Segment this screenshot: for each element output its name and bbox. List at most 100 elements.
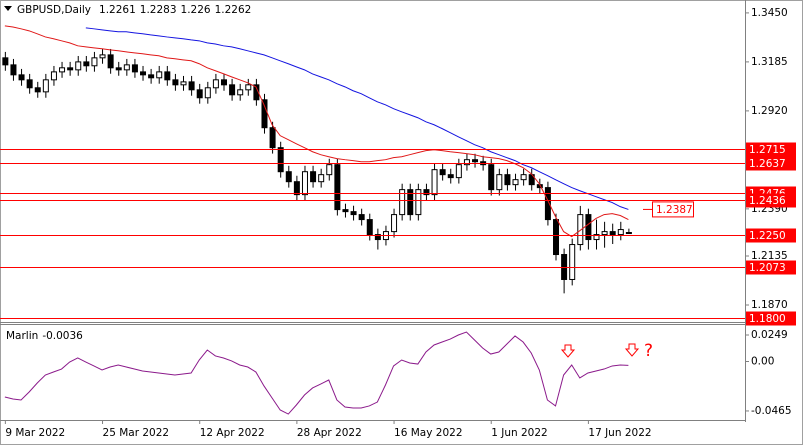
candle-body [59,67,66,73]
candle-body [42,79,49,93]
y-tick-label: 1.3185 [751,56,788,68]
candle-body [107,54,114,69]
menu-triangle [4,6,12,11]
candle-body [455,164,462,179]
candle-body [123,64,130,71]
level-label: 1.1800 [749,313,786,325]
level-label-box [746,228,796,243]
x-tick-label: 9 Mar 2022 [5,427,65,439]
candle-body [99,54,106,59]
candle-body [75,61,82,71]
candle-body [350,211,357,216]
x-tick-label: 16 May 2022 [394,427,462,439]
x-tick-label: 12 Apr 2022 [200,427,265,439]
candle-body [488,164,495,191]
candle-body [293,181,300,196]
y-tick-label: 1.2135 [751,250,788,262]
candle-body [91,57,98,67]
symbol-title: GBPUSD,Daily [17,4,91,16]
candle-body [415,189,422,216]
candle-body [407,189,414,216]
candle-body [245,84,252,91]
level-label: 1.2637 [749,158,786,170]
callout-label: 1.2387 [656,204,693,216]
last-close: 1.2262 [215,4,252,16]
candle-body [431,169,438,196]
level-label: 1.2073 [749,262,786,274]
candle-body [148,74,155,79]
level-label-box [746,311,796,326]
candle-body [2,57,9,66]
candle-body [34,87,41,93]
candle-body [50,71,57,81]
level-label: 1.2436 [749,195,786,207]
candle-body [504,174,511,186]
candle-body [18,74,25,81]
candle-body [342,209,349,213]
level-label-box [746,260,796,275]
last-open: 1.2261 [99,4,136,16]
candle-body [520,174,527,181]
candle-body [553,219,560,256]
y-tick-label: 0.0249 [751,329,788,341]
candle-body [617,229,624,236]
candle-body [577,214,584,246]
last-high: 1.2283 [140,4,177,16]
level-label-box [746,142,796,157]
oscillator-line [4,331,629,415]
x-tick-label: 28 Apr 2022 [297,427,362,439]
candle-body [318,174,325,183]
candle-body [391,214,398,233]
x-tick-label: 1 Jun 2022 [491,427,547,439]
candle-body [221,79,227,86]
last-low: 1.226 [181,4,211,16]
level-label-box [746,156,796,171]
y-tick-label: 1.3450 [751,7,788,19]
candle-body [212,79,219,89]
chart-header: GBPUSD,Daily 1.2261 1.2283 1.226 1.2262 [17,4,251,16]
candle-body [285,171,292,183]
candle-body [544,187,551,221]
candle-body [496,174,503,191]
candle-body [204,87,211,99]
candle-body [261,99,268,129]
candle-body [463,159,470,166]
candle-body [593,234,600,241]
candle-body [269,127,276,149]
candle-body [601,231,608,236]
candle-body [172,79,179,86]
level-label: 1.2715 [749,144,786,156]
candle-body [326,164,333,176]
candle-body [423,189,430,196]
candle-body [512,179,519,186]
signal-arrow [560,344,576,358]
x-tick-label: 25 Mar 2022 [103,427,170,439]
candle-body [196,89,203,99]
moving-average [85,27,629,210]
candle-body [447,174,454,179]
candle-body [569,244,576,280]
candle-body [585,214,592,241]
candle-body [439,169,446,176]
candle-body [83,61,90,67]
candle-body [10,64,17,76]
candle-body [131,64,138,73]
candle-body [180,81,187,86]
candle-body [229,84,236,96]
y-tick-label: 1.1870 [751,299,788,311]
candle-body [115,67,122,71]
candle-body [140,71,147,76]
candle-body [164,71,171,81]
candle-body [310,171,317,183]
level-label: 1.2250 [749,230,786,242]
moving-average [4,25,629,238]
candle-body [609,231,616,236]
candle-body [188,81,195,91]
indicator-label: Marlin -0.0036 [6,330,83,342]
y-tick-label: -0.0465 [751,405,792,417]
candle-body [472,159,479,163]
indicator-value: -0.0036 [42,330,83,342]
annotation: ? [644,341,653,361]
